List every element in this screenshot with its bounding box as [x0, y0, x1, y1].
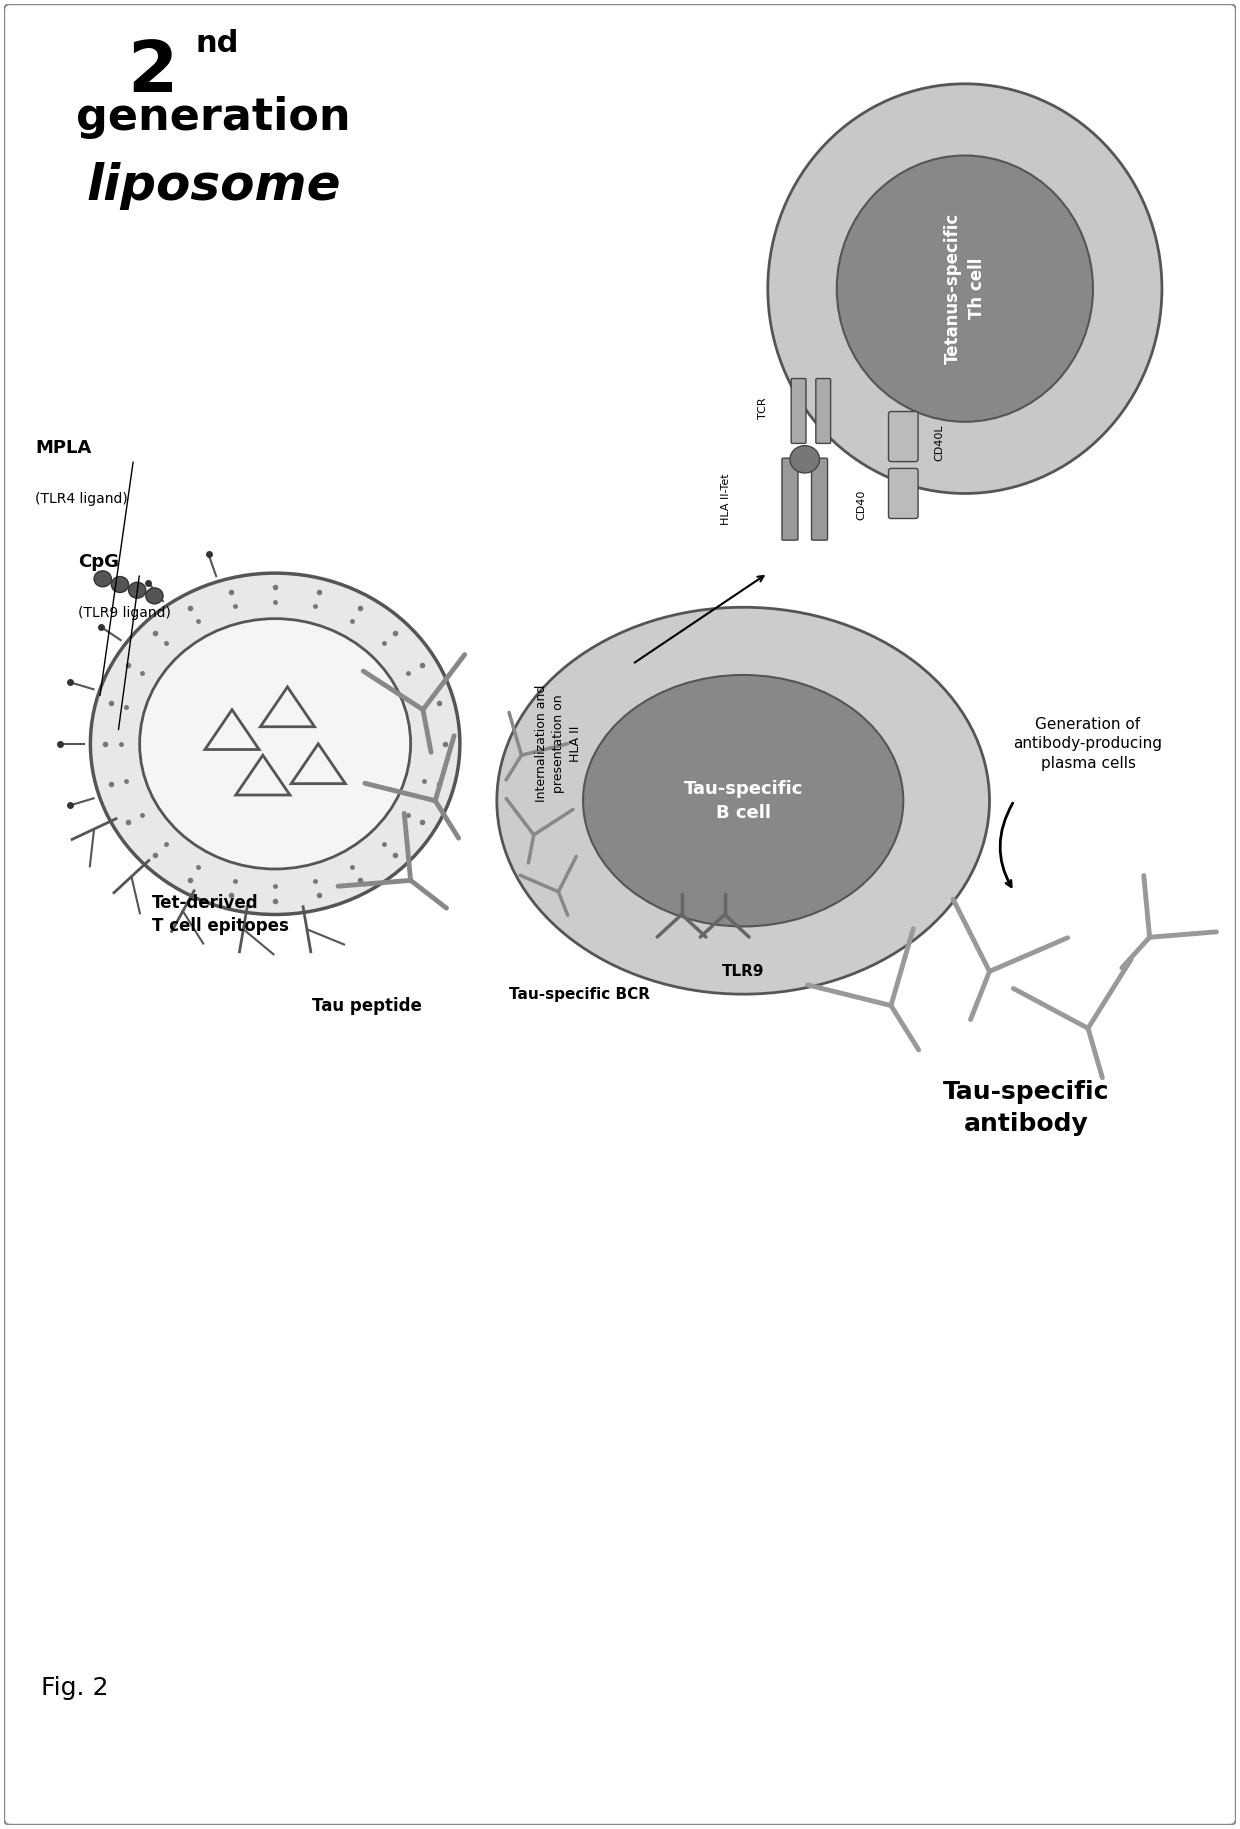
Ellipse shape [837, 155, 1092, 422]
Text: (TLR9 ligand): (TLR9 ligand) [78, 605, 171, 620]
Text: Tau-specific
antibody: Tau-specific antibody [944, 1081, 1110, 1136]
Circle shape [94, 571, 112, 587]
Text: Tau-specific BCR: Tau-specific BCR [510, 986, 650, 1002]
FancyBboxPatch shape [889, 468, 918, 518]
Ellipse shape [583, 675, 903, 927]
Text: TLR9: TLR9 [722, 964, 764, 979]
Text: Tetanus-specific
Th cell: Tetanus-specific Th cell [944, 212, 986, 364]
FancyBboxPatch shape [782, 459, 799, 540]
FancyBboxPatch shape [816, 379, 831, 443]
Text: nd: nd [195, 29, 238, 59]
Text: CpG: CpG [78, 552, 119, 571]
Text: Tet-derived
T cell epitopes: Tet-derived T cell epitopes [153, 894, 289, 935]
FancyBboxPatch shape [889, 412, 918, 461]
Text: 2: 2 [126, 38, 177, 106]
Text: Fig. 2: Fig. 2 [41, 1677, 109, 1701]
Circle shape [140, 618, 410, 869]
Text: generation: generation [76, 97, 351, 139]
Ellipse shape [497, 607, 990, 995]
FancyBboxPatch shape [811, 459, 827, 540]
Circle shape [790, 446, 820, 474]
Text: HLA II-Tet: HLA II-Tet [720, 474, 730, 525]
Text: Generation of
antibody-producing
plasma cells: Generation of antibody-producing plasma … [1013, 717, 1163, 772]
Circle shape [129, 582, 146, 598]
Text: Tau-specific
B cell: Tau-specific B cell [683, 779, 802, 821]
Text: Tau peptide: Tau peptide [312, 997, 422, 1015]
Text: Internalization and
presentation on
HLA II: Internalization and presentation on HLA … [534, 686, 582, 803]
Text: CD40L: CD40L [934, 424, 944, 461]
Text: (TLR4 ligand): (TLR4 ligand) [35, 492, 128, 507]
Text: CD40: CD40 [857, 490, 867, 519]
FancyBboxPatch shape [791, 379, 806, 443]
Circle shape [91, 572, 460, 914]
Circle shape [146, 587, 162, 604]
Circle shape [112, 576, 129, 593]
Text: liposome: liposome [87, 163, 341, 210]
Text: TCR: TCR [758, 397, 768, 419]
Ellipse shape [768, 84, 1162, 494]
Text: MPLA: MPLA [35, 439, 92, 457]
